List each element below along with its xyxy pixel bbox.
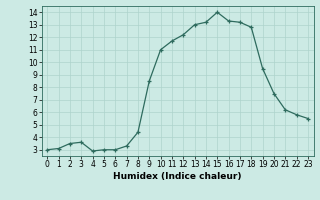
X-axis label: Humidex (Indice chaleur): Humidex (Indice chaleur): [113, 172, 242, 181]
